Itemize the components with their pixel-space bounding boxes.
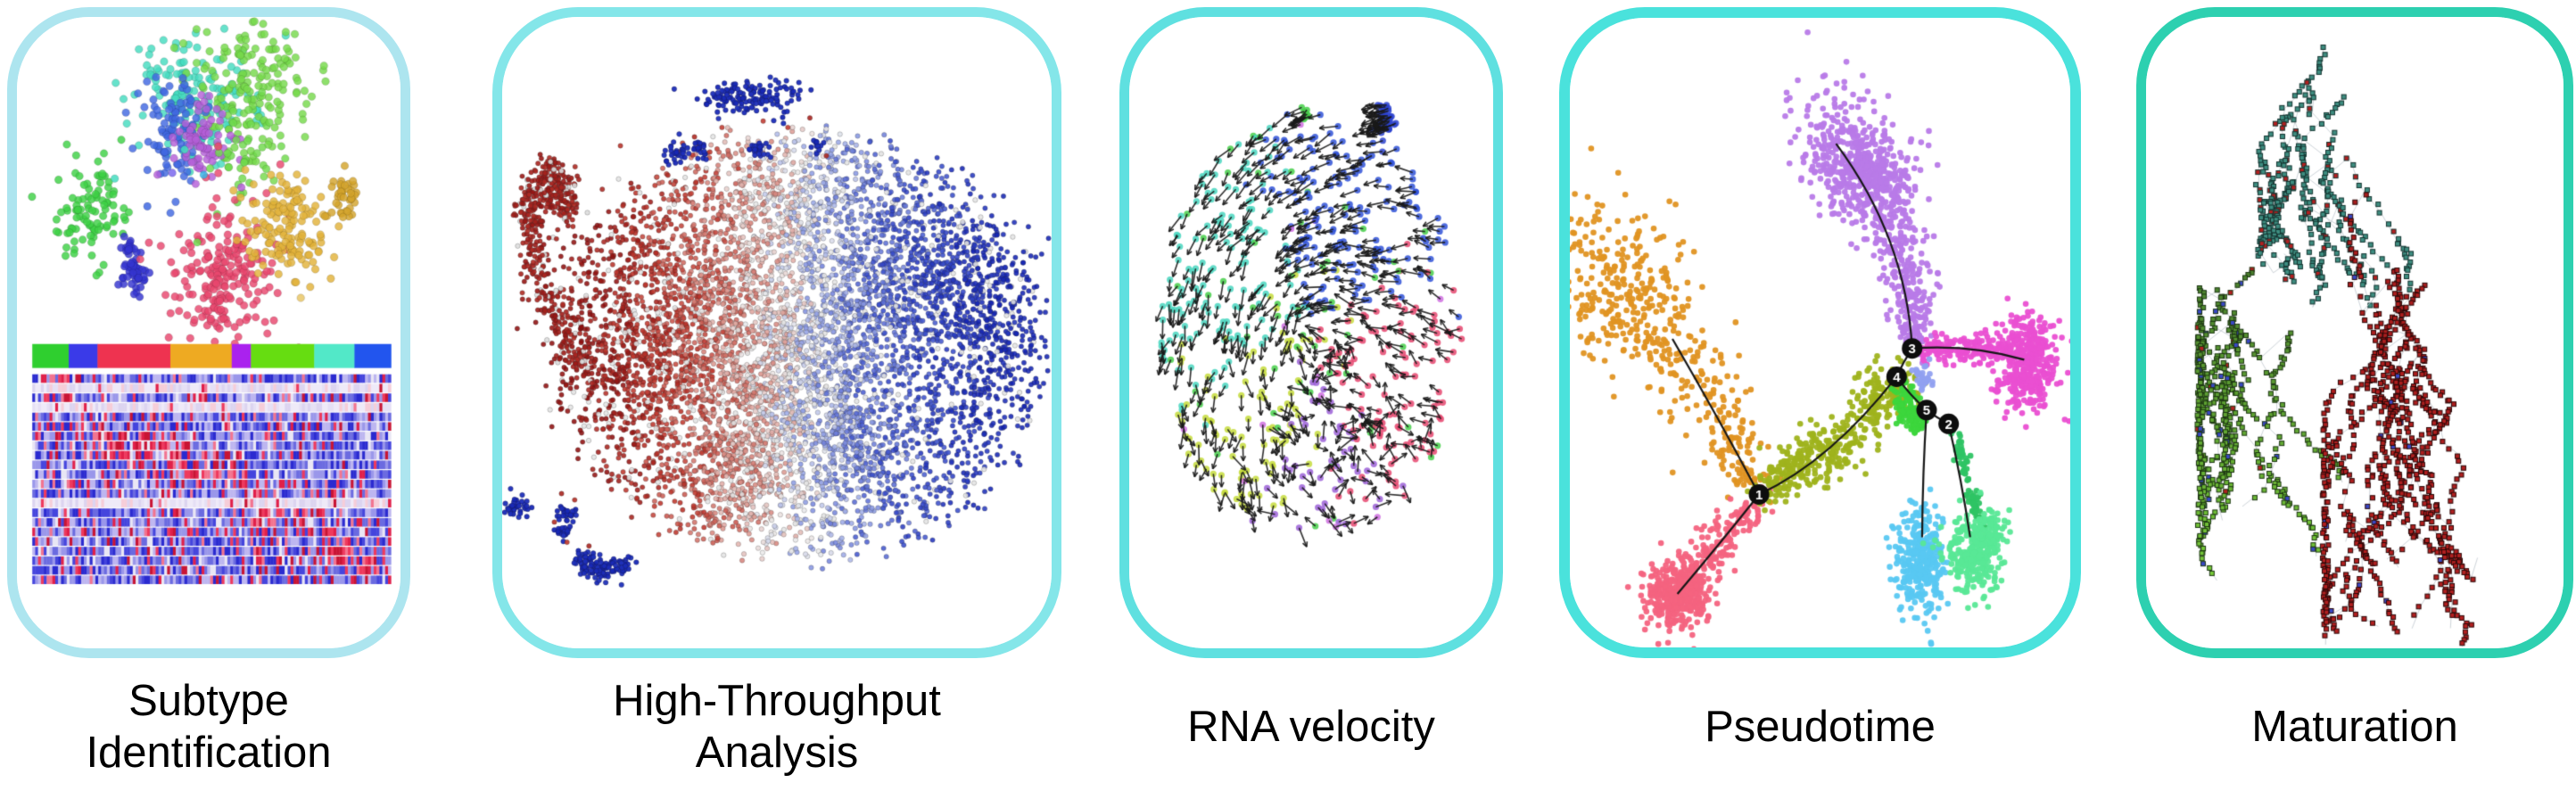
label-line: Subtype (128, 677, 289, 725)
pseudotime-plot-canvas (1570, 18, 2070, 647)
panel-rna-velocity (1119, 7, 1503, 658)
panel-pseudotime (1559, 7, 2081, 658)
panel-subtype-identification (7, 7, 410, 658)
label-line: Pseudotime (1705, 703, 1936, 751)
panel-label-high-throughput-analysis: High-Throughput Analysis (430, 669, 1124, 785)
panel-label-subtype-identification: Subtype Identification (0, 669, 473, 785)
high-throughput-plot-canvas (502, 17, 1052, 648)
panel-label-pseudotime: Pseudotime (1497, 669, 2143, 785)
label-line: RNA velocity (1187, 703, 1435, 751)
label-line: Analysis (695, 729, 859, 777)
panel-label-rna-velocity: RNA velocity (1057, 669, 1565, 785)
maturation-plot-canvas (2146, 17, 2564, 648)
label-line: Identification (86, 729, 332, 777)
label-line: High-Throughput (613, 677, 941, 725)
panel-maturation (2136, 7, 2573, 658)
panel-high-throughput-analysis (492, 7, 1061, 658)
subtype-plot-canvas (17, 17, 400, 648)
label-line: Maturation (2251, 703, 2458, 751)
rna-velocity-plot-canvas (1129, 17, 1493, 648)
panel-label-maturation: Maturation (2074, 669, 2576, 785)
